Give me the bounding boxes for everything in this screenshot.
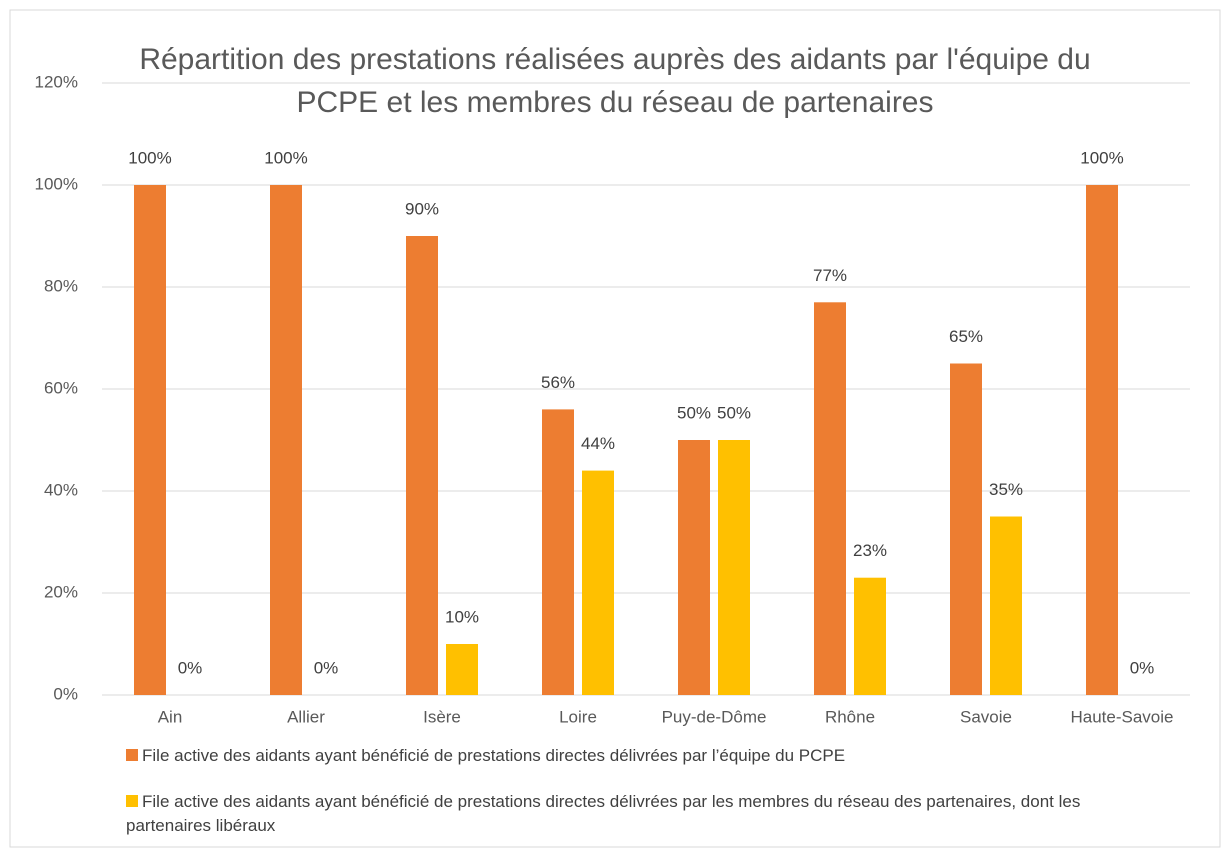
data-label: 77% [813,266,847,285]
data-label: 23% [853,541,887,560]
bar [854,577,886,695]
data-label: 0% [178,658,203,677]
data-label: 0% [1130,658,1155,677]
bar [406,236,438,695]
y-tick-label: 20% [44,582,78,601]
x-tick-label: Isère [423,707,461,726]
x-tick-label: Haute-Savoie [1070,707,1173,726]
data-label: 10% [445,607,479,626]
bar [718,440,750,695]
data-label: 0% [314,658,339,677]
x-tick-label: Allier [287,707,325,726]
bar [814,302,846,695]
legend-swatch [126,795,138,807]
legend-label: File active des aidants ayant bénéficié … [142,746,846,765]
x-tick-label: Savoie [960,707,1012,726]
chart-title: Répartition des prestations réalisées au… [139,43,1091,119]
data-label: 35% [989,480,1023,499]
data-label: 44% [581,434,615,453]
data-label: 65% [949,327,983,346]
bar [950,363,982,695]
data-label: 56% [541,373,575,392]
bar [446,644,478,695]
bar [582,470,614,695]
data-label: 50% [677,403,711,422]
data-label: 100% [1080,148,1123,167]
chart-border [9,9,1221,848]
x-tick-label: Rhône [825,707,875,726]
data-label: 100% [128,148,171,167]
bar [134,185,166,695]
x-tick-label: Ain [158,707,183,726]
y-tick-label: 80% [44,276,78,295]
data-label: 100% [264,148,307,167]
legend-label: File active des aidants ayant bénéficié … [126,792,1081,835]
y-tick-label: 120% [35,72,78,91]
legend-item: File active des aidants ayant bénéficié … [126,790,1106,838]
bar [1086,185,1118,695]
x-tick-label: Loire [559,707,597,726]
legend-swatch [126,749,138,761]
data-label: 50% [717,403,751,422]
data-label: 90% [405,199,439,218]
legend-item: File active des aidants ayant bénéficié … [126,744,1106,768]
x-tick-label: Puy-de-Dôme [662,707,767,726]
bar [542,409,574,695]
bar [990,516,1022,695]
bar [270,185,302,695]
y-tick-label: 60% [44,378,78,397]
bar [678,440,710,695]
y-tick-label: 40% [44,480,78,499]
y-tick-label: 0% [53,684,78,703]
y-tick-label: 100% [35,174,78,193]
